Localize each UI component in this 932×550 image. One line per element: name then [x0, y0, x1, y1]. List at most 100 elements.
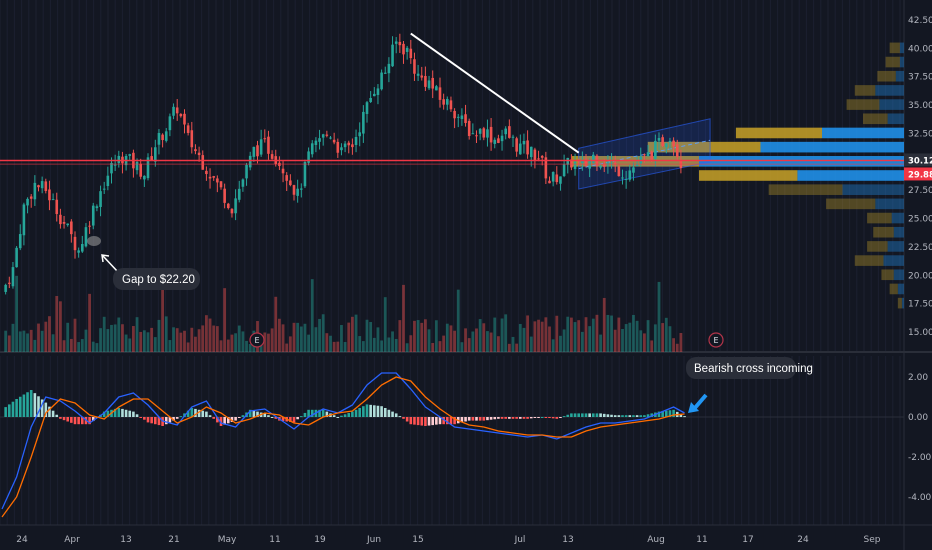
macd-histogram-bar	[624, 415, 628, 417]
macd-histogram-bar	[595, 413, 599, 417]
volume-bar	[347, 322, 351, 352]
macd-histogram-bar	[635, 415, 639, 417]
candle-body	[526, 140, 529, 155]
profile-bar-gold	[889, 42, 900, 54]
gap-callout-text: Gap to $22.20	[122, 274, 195, 286]
candle-body	[208, 176, 212, 179]
candle-body	[478, 128, 482, 134]
candle-body	[675, 144, 679, 158]
volume-bar	[416, 320, 420, 352]
macd-histogram-bar	[241, 415, 245, 417]
price-tick-label: 40.00	[908, 44, 932, 54]
volume-bar	[606, 314, 610, 352]
macd-histogram-bar	[478, 417, 482, 421]
macd-tick-label: 0.00	[908, 413, 928, 423]
macd-histogram-bar	[143, 417, 146, 420]
time-tick-label: Jul	[514, 535, 526, 545]
macd-histogram-bar	[26, 392, 29, 417]
macd-histogram-bar	[303, 412, 307, 417]
volume-bar	[632, 314, 635, 352]
volume-bar	[186, 342, 190, 352]
macd-histogram-bar	[519, 417, 522, 419]
macd-histogram-bar	[405, 417, 409, 422]
time-tick-label: 17	[742, 535, 753, 545]
volume-bar	[113, 324, 117, 352]
macd-histogram-bar	[146, 417, 150, 423]
macd-histogram-bar	[555, 417, 559, 419]
volume-bar	[424, 319, 427, 352]
bearish-callout-text: Bearish cross incoming	[694, 363, 813, 375]
macd-histogram-bar	[219, 417, 223, 426]
annotations[interactable]: E E Gap to $22.20 Bearish cross incoming	[87, 236, 813, 413]
macd-histogram-bar	[128, 410, 132, 417]
volume-bar	[80, 339, 84, 352]
macd-histogram-bar	[529, 417, 533, 419]
candle-body	[449, 100, 453, 110]
volume-bar	[172, 327, 175, 352]
volume-bar	[365, 319, 369, 352]
profile-bar-gold	[889, 283, 898, 295]
volume-bar	[121, 324, 124, 352]
macd-histogram-bar	[37, 396, 40, 417]
volume-bar	[358, 336, 362, 352]
volume-bar	[164, 316, 168, 352]
candle-body	[493, 139, 497, 144]
volume-bar	[602, 297, 606, 352]
macd-histogram-bar	[566, 414, 570, 417]
candle-body	[555, 174, 559, 183]
volume-bar	[559, 335, 562, 352]
macd-histogram-bar	[230, 417, 234, 422]
volume-bar	[599, 334, 602, 352]
volume-bar	[584, 317, 588, 352]
macd-histogram-bar	[489, 417, 493, 420]
candle-body	[172, 106, 175, 116]
volume-bar	[336, 341, 340, 352]
candle-body	[197, 152, 201, 156]
bearish-arrow	[692, 393, 708, 411]
profile-bar-blue	[760, 141, 904, 153]
macd-histogram-bar	[343, 414, 347, 417]
candle-body	[635, 164, 639, 167]
macd-histogram-bar	[599, 413, 602, 417]
volume-bar	[281, 324, 285, 352]
drawn-lines[interactable]	[0, 32, 904, 165]
volume-bar	[369, 322, 373, 352]
macd-histogram-bar	[77, 417, 80, 425]
volume-bar	[11, 323, 15, 352]
volume-bar	[661, 323, 665, 352]
macd-histogram-bar	[446, 417, 449, 425]
profile-bar-gold	[854, 85, 876, 96]
volume-bar	[354, 314, 358, 352]
macd-histogram-bar	[475, 417, 478, 421]
volume-bar	[588, 326, 592, 352]
candle-body	[409, 48, 413, 59]
volume-bar	[190, 327, 194, 352]
volume-bar	[44, 321, 48, 352]
macd-histogram-bar	[522, 417, 526, 419]
volume-bar	[537, 319, 540, 352]
candle-body	[29, 196, 33, 199]
macd-histogram-bar	[296, 417, 299, 420]
macd-histogram-bar	[500, 417, 504, 419]
macd-histogram-bar	[212, 417, 215, 419]
candle-body	[369, 97, 372, 103]
volume-bar	[500, 318, 504, 352]
candle-body	[117, 155, 121, 164]
time-tick-label: Jun	[366, 535, 381, 545]
volume-bar	[657, 281, 661, 352]
volume-bar	[653, 324, 657, 352]
candle-body	[471, 133, 475, 135]
candle-body	[62, 221, 66, 224]
candle-body	[40, 181, 44, 189]
volume-bar	[48, 316, 51, 352]
volume-bar	[464, 328, 467, 352]
earnings-marker-label: E	[254, 336, 259, 345]
volume-bar	[402, 284, 405, 352]
volume-bar	[405, 343, 409, 352]
volume-bar	[7, 335, 11, 352]
volume-bar	[263, 332, 267, 352]
volume-bar	[504, 314, 508, 352]
volume-bar	[288, 336, 292, 352]
